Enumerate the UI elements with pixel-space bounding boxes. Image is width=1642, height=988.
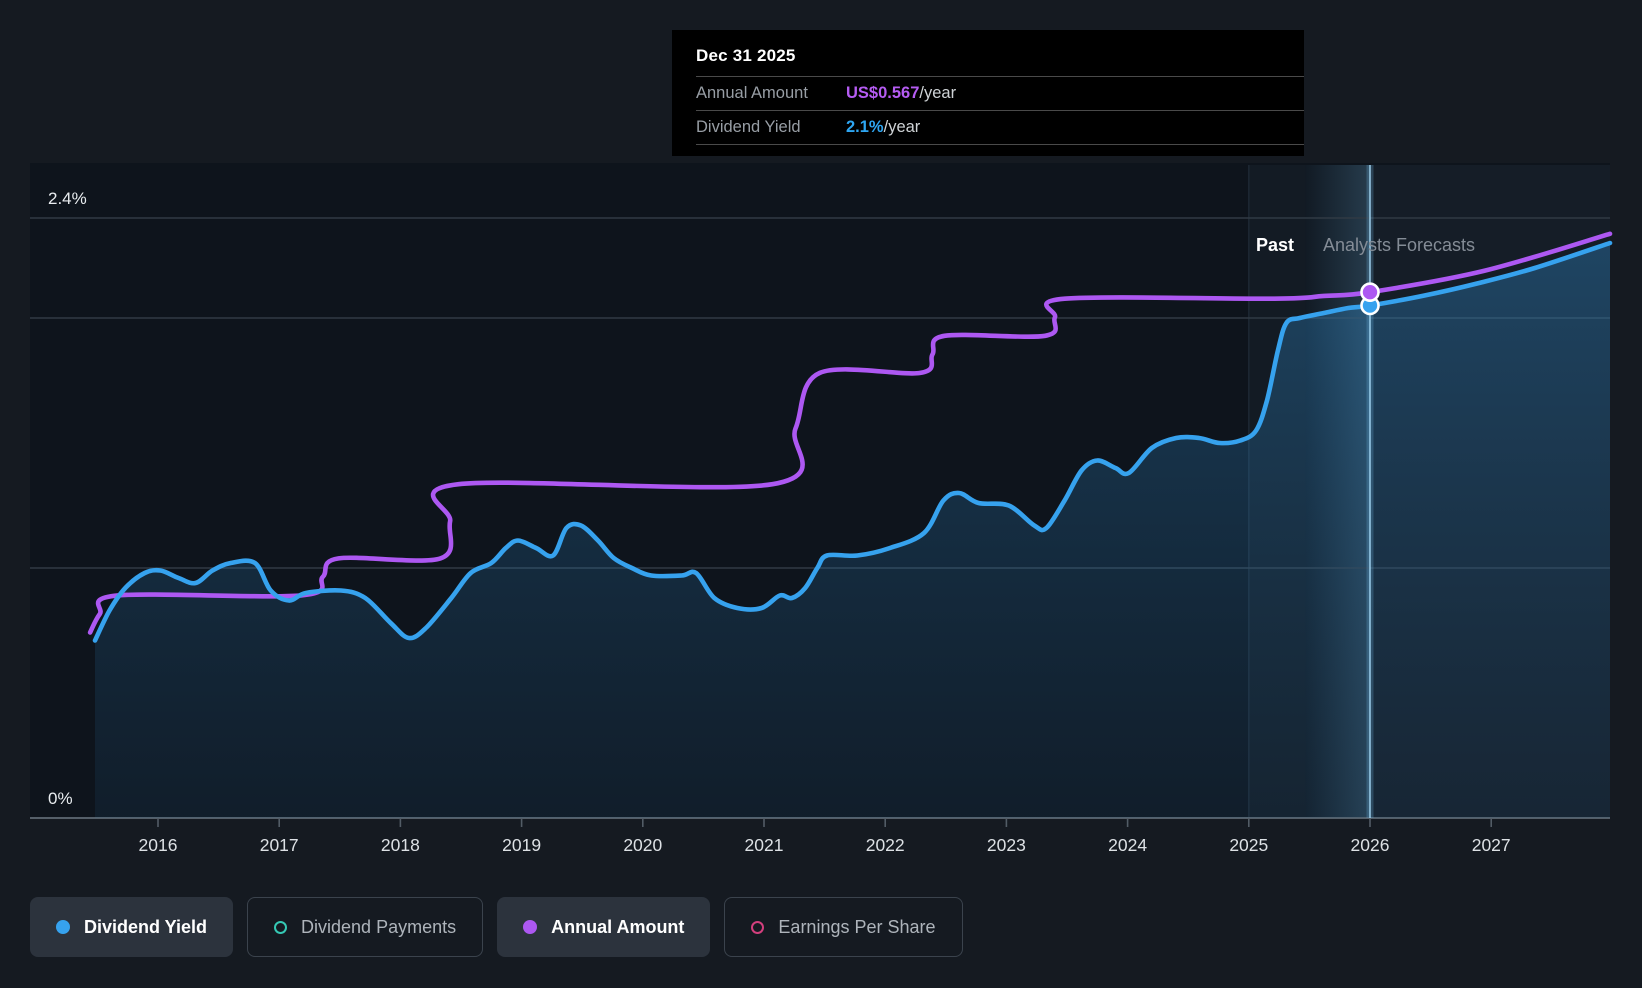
hover-markers	[1360, 282, 1380, 316]
chart-tooltip: Dec 31 2025 Annual Amount US$0.567/year …	[672, 30, 1304, 156]
x-axis-label: 2018	[381, 835, 420, 855]
dividend-yield-area	[95, 243, 1610, 818]
legend-label: Annual Amount	[551, 916, 685, 937]
tooltip-label: Dividend Yield	[696, 118, 801, 136]
legend-label: Earnings Per Share	[778, 916, 936, 937]
earnings-per-share-ring-icon	[751, 920, 765, 934]
annual-amount-line	[87, 231, 1613, 635]
tooltip-row-annual-amount: Annual Amount US$0.567/year	[696, 76, 1304, 110]
x-axis-label: 2017	[260, 835, 299, 855]
chart-legend: Dividend Yield Dividend Payments Annual …	[30, 897, 963, 957]
x-axis-label: 2023	[987, 835, 1026, 855]
dividend-yield-line	[92, 240, 1613, 643]
dividend-yield-dot-icon	[56, 920, 70, 934]
tooltip-row-dividend-yield: Dividend Yield 2.1%/year	[696, 110, 1304, 145]
tooltip-value-annual-amount: US$0.567	[846, 84, 920, 102]
legend-button-dividend-payments[interactable]: Dividend Payments	[247, 897, 484, 957]
y-axis-label: 2.4%	[48, 189, 87, 208]
dividend-payments-ring-icon	[274, 920, 288, 934]
legend-button-dividend-yield[interactable]: Dividend Yield	[30, 897, 234, 957]
x-axis-label: 2019	[502, 835, 541, 855]
legend-button-earnings-per-share[interactable]: Earnings Per Share	[724, 897, 963, 957]
x-axis-label: 2026	[1351, 835, 1390, 855]
tooltip-date: Dec 31 2025	[696, 46, 796, 65]
legend-button-annual-amount[interactable]: Annual Amount	[497, 897, 711, 957]
x-axis-label: 2027	[1472, 835, 1511, 855]
tooltip-unit: /year	[919, 84, 957, 102]
x-axis: 2016 2017 2018 2019 2020 2021 2022 2023 2024 2025…	[139, 818, 1511, 855]
x-axis-label: 2021	[745, 835, 784, 855]
annual-amount-dot-icon	[523, 920, 538, 934]
x-axis-label: 2022	[866, 835, 905, 855]
x-axis-label: 2020	[623, 835, 662, 855]
annual-amount-marker	[1360, 282, 1380, 303]
past-label: Past	[1256, 235, 1294, 255]
legend-label: Dividend Payments	[301, 916, 457, 937]
x-axis-label: 2016	[139, 835, 178, 855]
tooltip-value-dividend-yield: 2.1%	[846, 118, 884, 136]
tooltip-label: Annual Amount	[696, 84, 808, 102]
y-axis-label: 0%	[48, 789, 73, 808]
tooltip-unit: /year	[883, 118, 921, 136]
legend-label: Dividend Yield	[84, 916, 208, 937]
x-axis-label: 2025	[1229, 835, 1268, 855]
analysts-forecasts-label: Analysts Forecasts	[1323, 235, 1475, 255]
x-axis-label: 2024	[1108, 835, 1147, 855]
